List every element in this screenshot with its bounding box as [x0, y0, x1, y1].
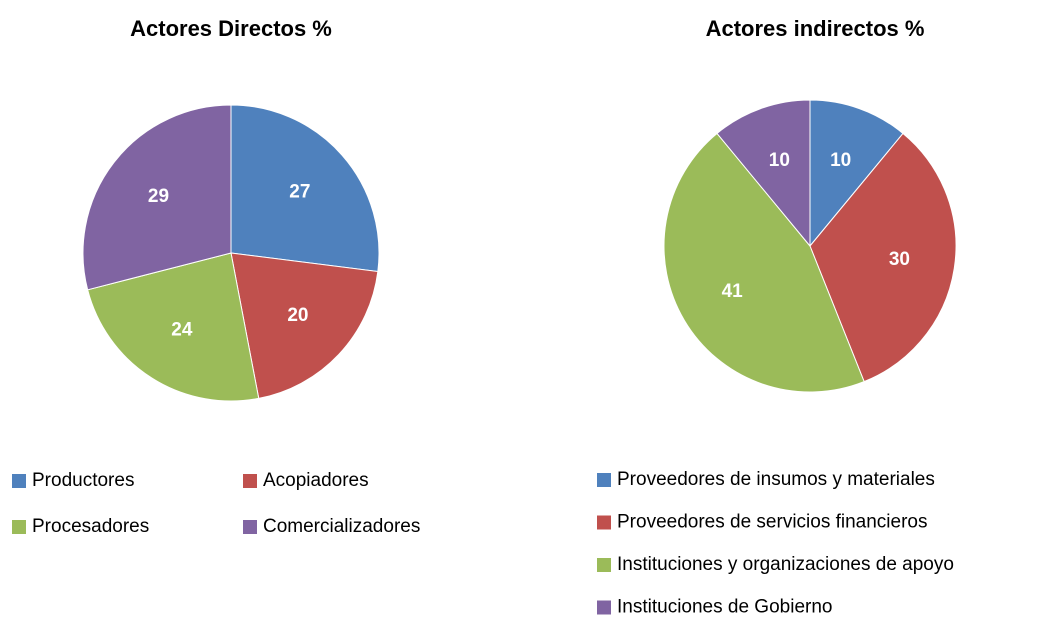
legend-swatch: [12, 474, 26, 488]
legend-label: Proveedores de insumos y materiales: [617, 469, 935, 490]
legend-label: Instituciones de Gobierno: [617, 597, 832, 618]
legend-swatch: [597, 558, 611, 572]
legend-swatch: [243, 474, 257, 488]
legend-swatch: [12, 520, 26, 534]
legend-label: Acopiadores: [263, 470, 369, 491]
pie-slice: [230, 104, 380, 273]
legend-label: Comercializadores: [263, 516, 420, 537]
data-label: 30: [889, 249, 910, 270]
pie-slice: [663, 132, 865, 393]
legend-swatch: [597, 600, 611, 615]
legend-swatch: [597, 515, 611, 530]
legend-swatch: [597, 473, 611, 487]
data-label: 10: [830, 150, 851, 171]
data-label: 29: [148, 186, 169, 207]
data-label: 41: [722, 281, 744, 302]
chart-title: Actores Directos %: [130, 16, 332, 41]
pie-slice: [716, 99, 811, 248]
pie-slice: [230, 252, 379, 399]
pie-slice: [809, 99, 904, 248]
data-label: 24: [171, 319, 193, 340]
legend-label: Productores: [32, 470, 134, 491]
legend-swatch: [243, 520, 257, 534]
pie-slice: [87, 252, 260, 402]
data-label: 20: [287, 305, 308, 326]
pie-slice: [809, 132, 957, 383]
data-label: 27: [289, 181, 310, 202]
chart-title: Actores indirectos %: [706, 16, 925, 41]
legend-label: Proveedores de servicios financieros: [617, 512, 928, 533]
data-label: 10: [769, 150, 790, 171]
legend-label: Instituciones y organizaciones de apoyo: [617, 554, 954, 575]
legend-label: Procesadores: [32, 516, 149, 537]
pie-slice: [82, 104, 232, 291]
